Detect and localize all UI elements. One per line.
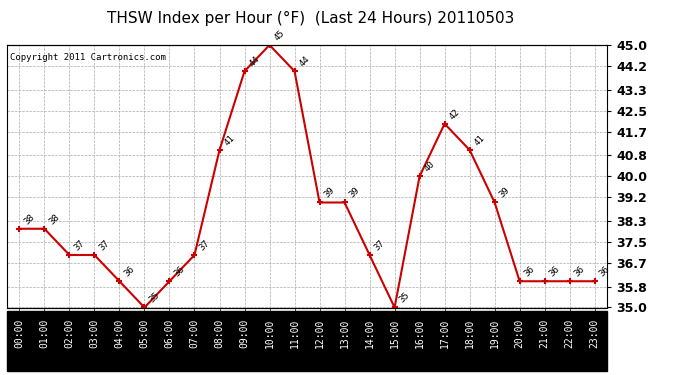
- Text: 08:00: 08:00: [215, 318, 224, 348]
- Text: 37: 37: [197, 238, 211, 252]
- Text: 14:00: 14:00: [364, 318, 375, 348]
- Text: 02:00: 02:00: [64, 318, 75, 348]
- Text: 17:00: 17:00: [440, 318, 450, 348]
- Text: 40: 40: [422, 159, 436, 174]
- Text: THSW Index per Hour (°F)  (Last 24 Hours) 20110503: THSW Index per Hour (°F) (Last 24 Hours)…: [107, 11, 514, 26]
- Text: 21:00: 21:00: [540, 318, 550, 348]
- Text: 45: 45: [273, 28, 286, 42]
- Text: 39: 39: [347, 186, 362, 200]
- Text: 00:00: 00:00: [14, 318, 24, 348]
- Text: 36: 36: [573, 264, 586, 279]
- Text: 41: 41: [222, 133, 236, 147]
- Text: 37: 37: [373, 238, 386, 252]
- Text: 03:00: 03:00: [90, 318, 99, 348]
- Text: 01:00: 01:00: [39, 318, 50, 348]
- Text: 13:00: 13:00: [339, 318, 350, 348]
- Text: 06:00: 06:00: [164, 318, 175, 348]
- Text: 36: 36: [122, 264, 136, 279]
- Text: 09:00: 09:00: [239, 318, 250, 348]
- Text: 36: 36: [598, 264, 611, 279]
- Text: 35: 35: [147, 291, 161, 305]
- Text: 11:00: 11:00: [290, 318, 299, 348]
- Text: 18:00: 18:00: [464, 318, 475, 348]
- Text: 41: 41: [473, 133, 486, 147]
- Text: 36: 36: [547, 264, 562, 279]
- Text: 19:00: 19:00: [490, 318, 500, 348]
- Text: 38: 38: [47, 212, 61, 226]
- Text: 44: 44: [297, 54, 311, 69]
- Text: 38: 38: [22, 212, 36, 226]
- Text: 10:00: 10:00: [264, 318, 275, 348]
- Text: 16:00: 16:00: [415, 318, 424, 348]
- Text: 15:00: 15:00: [390, 318, 400, 348]
- Text: 42: 42: [447, 107, 462, 121]
- Text: 36: 36: [522, 264, 536, 279]
- Text: 37: 37: [97, 238, 111, 252]
- Text: 39: 39: [322, 186, 336, 200]
- Text: 23:00: 23:00: [590, 318, 600, 348]
- Text: 05:00: 05:00: [139, 318, 150, 348]
- Text: 07:00: 07:00: [190, 318, 199, 348]
- Text: 37: 37: [72, 238, 86, 252]
- Text: 22:00: 22:00: [564, 318, 575, 348]
- Text: 04:00: 04:00: [115, 318, 124, 348]
- Text: 35: 35: [397, 291, 411, 305]
- Text: 44: 44: [247, 54, 262, 69]
- Text: 20:00: 20:00: [515, 318, 524, 348]
- Text: 39: 39: [497, 186, 511, 200]
- Text: 36: 36: [172, 264, 186, 279]
- Text: 12:00: 12:00: [315, 318, 324, 348]
- Text: Copyright 2011 Cartronics.com: Copyright 2011 Cartronics.com: [10, 53, 166, 62]
